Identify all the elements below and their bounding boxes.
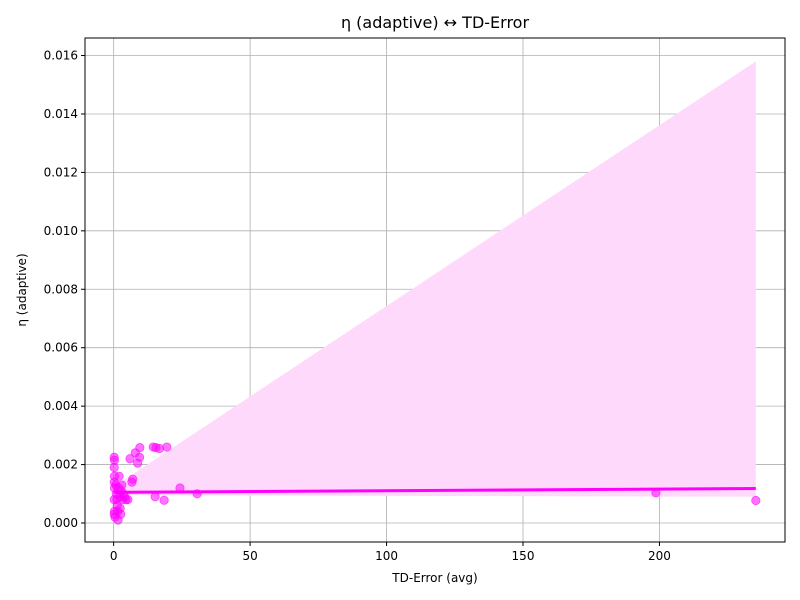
data-point	[150, 492, 160, 502]
y-tick-label: 0.000	[44, 516, 78, 530]
data-point	[116, 509, 126, 519]
data-points	[109, 442, 761, 525]
data-point	[154, 443, 165, 454]
y-ticks: 0.000 0.002 0.004 0.006 0.008 0.010 0.012 0.014…	[44, 49, 85, 530]
data-point	[109, 462, 119, 473]
y-tick-label: 0.012	[44, 165, 78, 179]
data-point	[114, 471, 124, 481]
x-tick-label: 50	[242, 549, 257, 563]
data-point	[117, 480, 127, 490]
y-tick-label: 0.006	[44, 341, 78, 355]
x-tick-label: 150	[512, 549, 535, 563]
y-tick-label: 0.008	[44, 282, 78, 296]
y-tick-label: 0.014	[44, 107, 78, 121]
data-point	[159, 495, 169, 505]
chart-title: η (adaptive) ↔ TD-Error	[341, 13, 530, 32]
y-axis-title: η (adaptive)	[15, 253, 29, 326]
data-point	[123, 495, 133, 505]
data-point	[162, 442, 172, 452]
x-tick-label: 200	[648, 549, 671, 563]
regression-line	[114, 487, 756, 494]
data-point	[128, 474, 138, 484]
y-tick-label: 0.016	[44, 49, 78, 63]
y-tick-label: 0.010	[44, 224, 78, 238]
confidence-band-layer	[114, 61, 756, 497]
regression-line-layer	[114, 487, 756, 494]
data-point	[135, 443, 145, 453]
y-tick-label: 0.004	[44, 399, 78, 413]
data-point	[751, 495, 761, 506]
confidence-band	[114, 61, 756, 497]
data-point	[125, 454, 135, 464]
x-tick-label: 100	[375, 549, 398, 563]
y-tick-label: 0.002	[44, 458, 78, 472]
x-axis-title: TD-Error (avg)	[391, 571, 477, 585]
x-tick-label: 0	[110, 549, 118, 563]
axes-frame	[84, 37, 786, 543]
data-point	[134, 452, 145, 462]
x-ticks: 0 50 100 150 200	[110, 542, 671, 563]
